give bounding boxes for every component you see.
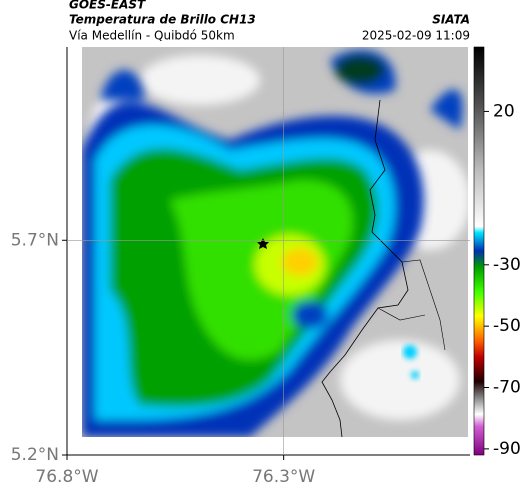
y-tick-label: 5.2°N xyxy=(11,445,59,465)
region: Vía Medellín - Quibdó 50km xyxy=(69,29,235,43)
title: GOES-EAST xyxy=(69,0,146,12)
source: SIATA xyxy=(432,13,470,27)
x-tick-label: 76.8°W xyxy=(35,467,98,487)
colorbar-tick-label: -30 xyxy=(493,255,521,275)
x-tick-label: 76.3°W xyxy=(252,467,315,487)
colorbar-tick-label: -90 xyxy=(493,439,521,459)
timestamp: 2025-02-09 11:09 xyxy=(362,29,470,43)
colorbar xyxy=(473,46,485,456)
y-tick-label: 5.7°N xyxy=(11,230,59,250)
colorbar-tick-label: 20 xyxy=(493,101,515,121)
colorbar-tick-label: -50 xyxy=(493,316,521,336)
subtitle: Temperatura de Brillo CH13 xyxy=(69,13,256,27)
colorbar-tick-label: -70 xyxy=(493,378,521,398)
satellite-image xyxy=(82,47,468,437)
